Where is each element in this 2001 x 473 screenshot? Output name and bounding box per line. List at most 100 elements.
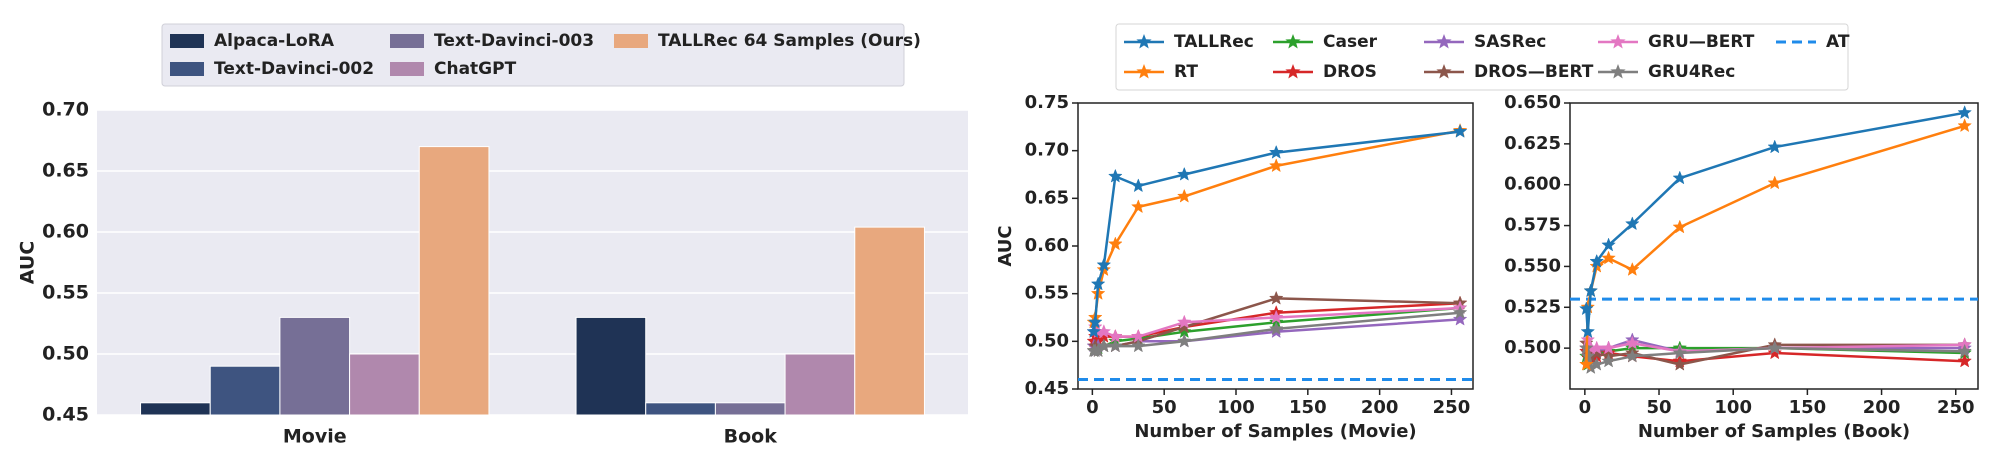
line-y-tick-label: 0.75 — [1025, 92, 1069, 113]
series-marker-0-4 — [1108, 168, 1123, 183]
bar-1-4 — [854, 226, 925, 416]
series-marker-0-0 — [1086, 324, 1102, 339]
bar-legend-label-3: ChatGPT — [434, 59, 517, 79]
line-y-tick-label: 0.575 — [1504, 215, 1561, 236]
series-marker-0-8 — [1452, 123, 1468, 138]
series-marker-6-5 — [1625, 335, 1640, 350]
line-x-tick-label: 50 — [1152, 397, 1177, 418]
line-y-tick-label: 0.70 — [1025, 140, 1069, 161]
series-marker-5-7 — [1268, 290, 1284, 305]
bar-legend-label-4: TALLRec 64 Samples (Ours) — [658, 31, 921, 51]
line-x-tick-label: 250 — [1937, 397, 1975, 418]
series-marker-1-6 — [1672, 219, 1688, 234]
bar-0-0 — [140, 402, 211, 416]
line-legend-marker-3 — [1285, 64, 1301, 79]
bar-y-tick-label: 0.55 — [42, 282, 89, 304]
series-marker-7-4 — [1601, 353, 1616, 368]
line-y-tick-label: 0.50 — [1025, 330, 1069, 351]
series-marker-1-7 — [1767, 175, 1783, 190]
line-legend-label-2: Caser — [1323, 32, 1378, 52]
line-legend-marker-0 — [1136, 34, 1152, 49]
series-marker-0-4 — [1601, 237, 1616, 252]
series-marker-1-5 — [1131, 199, 1146, 214]
line-x-axis-label: Number of Samples (Book) — [1638, 421, 1910, 442]
bar-1-1 — [645, 402, 716, 416]
series-marker-0-0 — [1578, 301, 1594, 316]
series-marker-6-6 — [1176, 314, 1192, 329]
series-marker-0-7 — [1767, 139, 1783, 154]
bar-legend-label-2: Text-Davinci-003 — [434, 31, 594, 51]
bar-legend-swatch-0 — [170, 34, 204, 48]
series-marker-0-1 — [1087, 314, 1103, 329]
series-marker-7-5 — [1131, 338, 1146, 353]
bar-0-3 — [349, 353, 420, 416]
series-marker-3-8 — [1957, 353, 1972, 368]
line-x-tick-label: 250 — [1433, 397, 1471, 418]
bar-y-tick-label: 0.60 — [42, 221, 89, 243]
bar-legend-label-1: Text-Davinci-002 — [214, 59, 374, 79]
line-y-axis-label: AUC — [995, 225, 1016, 266]
bar-x-tick-label: Book — [724, 426, 778, 448]
series-marker-0-2 — [1090, 276, 1106, 291]
series-marker-1-8 — [1957, 118, 1972, 133]
bar-0-1 — [209, 365, 281, 416]
bar-x-tick-label: Movie — [283, 426, 347, 448]
bar-y-tick-label: 0.65 — [42, 160, 89, 182]
series-marker-0-3 — [1589, 253, 1605, 268]
series-marker-7-1 — [1580, 348, 1596, 363]
bar-0-2 — [279, 316, 351, 416]
line-legend-label-7: GRU4Rec — [1648, 62, 1735, 82]
line-legend-label-at: AT — [1826, 32, 1850, 52]
line-x-axis-label: Number of Samples (Movie) — [1134, 421, 1416, 442]
series-marker-0-1 — [1580, 324, 1596, 339]
bar-legend-swatch-2 — [390, 34, 424, 48]
line-x-tick-label: 200 — [1863, 397, 1901, 418]
line-legend-label-6: GRU—BERT — [1648, 32, 1755, 52]
bar-legend — [161, 23, 905, 87]
line-y-tick-label: 0.500 — [1504, 337, 1561, 358]
bar-y-tick-label: 0.70 — [42, 99, 89, 121]
series-marker-7-7 — [1767, 340, 1783, 355]
bar-legend-swatch-4 — [614, 34, 648, 48]
series-marker-1-5 — [1624, 262, 1640, 276]
line-x-tick-label: 100 — [1217, 397, 1255, 418]
line-chart-2: 0.500 0.525 0.550 0.575 0.600 0.625 0.650 0 50 10… — [1504, 92, 1979, 442]
series-marker-0-6 — [1176, 166, 1192, 181]
line-y-tick-label: 0.650 — [1504, 92, 1561, 113]
bar-legend-label-0: Alpaca-LoRA — [214, 31, 335, 51]
series-marker-7-6 — [1176, 333, 1192, 348]
series-marker-7-7 — [1268, 321, 1284, 336]
series-marker-0-6 — [1672, 170, 1688, 185]
line-y-tick-label: 0.65 — [1025, 187, 1069, 208]
bar-legend-swatch-1 — [170, 62, 204, 76]
line-x-tick-label: 0 — [1579, 397, 1592, 418]
line-x-tick-label: 200 — [1361, 397, 1399, 418]
line-x-tick-label: 0 — [1086, 397, 1099, 418]
line-legend-label-5: DROS—BERT — [1474, 62, 1594, 82]
line-y-tick-label: 0.60 — [1025, 235, 1069, 256]
line-legend-marker-7 — [1610, 64, 1626, 79]
series-marker-7-5 — [1624, 348, 1640, 363]
line-legend-label-4: SASRec — [1474, 32, 1546, 52]
series-marker-7-8 — [1452, 305, 1468, 319]
bar-y-tick-label: 0.50 — [42, 343, 89, 365]
series-marker-7-8 — [1957, 343, 1972, 358]
series-marker-0-5 — [1131, 178, 1146, 193]
line-y-tick-label: 0.600 — [1504, 174, 1561, 195]
bar-y-tick-label: 0.45 — [42, 404, 89, 426]
line-chart-1: 0.45 0.50 0.55 0.60 0.65 0.70 0.75 0 50 100 150 200… — [995, 92, 1474, 442]
series-marker-7-4 — [1108, 338, 1123, 353]
series-marker-6-7 — [1268, 309, 1284, 324]
bar-1-2 — [714, 402, 786, 416]
series-marker-1-6 — [1176, 188, 1192, 203]
bar-y-axis-label: AUC — [17, 241, 39, 285]
series-marker-1-0 — [1578, 356, 1594, 371]
line-legend-marker-6 — [1610, 34, 1626, 49]
bar-1-0 — [575, 316, 647, 416]
series-marker-0-3 — [1096, 257, 1112, 272]
line-y-tick-label: 0.55 — [1025, 283, 1069, 304]
line-y-tick-label: 0.525 — [1504, 296, 1561, 317]
series-marker-7-6 — [1672, 345, 1688, 360]
